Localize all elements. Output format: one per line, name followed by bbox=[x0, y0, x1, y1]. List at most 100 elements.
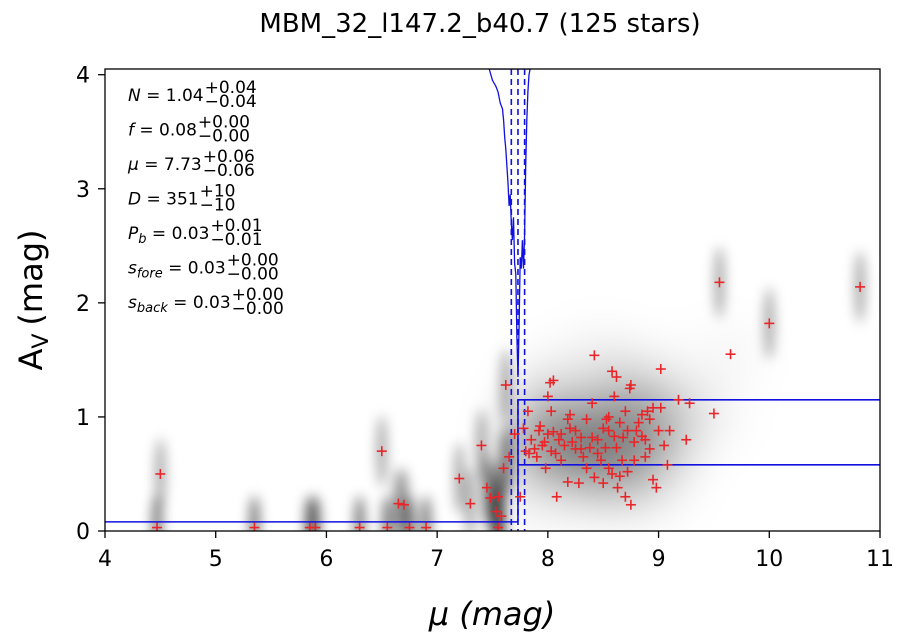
parameter-symbol: f bbox=[128, 121, 137, 141]
star-marker bbox=[539, 437, 550, 448]
star-marker bbox=[542, 391, 553, 402]
parameter-lower: −0.00 bbox=[232, 299, 284, 319]
star-marker bbox=[546, 406, 557, 417]
star-marker bbox=[684, 398, 695, 409]
star-marker bbox=[559, 440, 570, 451]
x-tick-label: 8 bbox=[541, 547, 555, 572]
star-marker bbox=[509, 429, 520, 440]
parameter-lower: −0.01 bbox=[210, 230, 262, 250]
star-marker bbox=[587, 398, 598, 409]
star-marker bbox=[596, 455, 606, 466]
star-marker bbox=[526, 434, 537, 445]
star-marker bbox=[581, 414, 592, 425]
star-marker bbox=[535, 421, 546, 432]
parameter-row: D = 351 bbox=[128, 190, 199, 210]
star-marker bbox=[653, 425, 664, 436]
star-marker bbox=[546, 446, 557, 457]
parameter-upper: +0.01 bbox=[210, 216, 262, 236]
parameter-value: = 7.73 bbox=[139, 155, 202, 175]
y-axis-label: AV (mag) bbox=[12, 229, 54, 370]
star-marker bbox=[548, 426, 559, 437]
parameter-value: = 351 bbox=[141, 190, 199, 210]
star-marker bbox=[603, 425, 614, 436]
star-marker bbox=[465, 498, 476, 509]
star-marker bbox=[600, 442, 611, 453]
x-tick-label: 11 bbox=[866, 547, 894, 572]
parameter-subscript: b bbox=[138, 232, 146, 247]
star-marker bbox=[481, 482, 492, 493]
parameter-value: = 0.03 bbox=[147, 224, 210, 244]
y-tick-label: 1 bbox=[76, 406, 90, 431]
y-tick-label: 3 bbox=[76, 178, 90, 203]
star-marker bbox=[648, 474, 659, 485]
parameter-lower: −0.06 bbox=[203, 161, 255, 181]
x-tick-label: 6 bbox=[319, 547, 333, 572]
parameter-lower: −0.00 bbox=[198, 127, 250, 147]
star-marker bbox=[493, 491, 504, 502]
star-marker bbox=[598, 423, 609, 434]
star-marker bbox=[504, 451, 515, 462]
star-marker bbox=[592, 448, 603, 459]
y-axis-label-symbol: A bbox=[12, 349, 50, 371]
x-tick-label: 7 bbox=[430, 547, 444, 572]
star-marker bbox=[567, 437, 578, 448]
star-marker bbox=[655, 402, 666, 413]
star-marker bbox=[664, 425, 675, 436]
star-marker bbox=[398, 499, 409, 510]
parameter-subscript: back bbox=[137, 301, 168, 316]
parameter-symbol: P bbox=[128, 224, 139, 244]
parameter-row: Pb = 0.03 bbox=[128, 224, 209, 247]
star-marker bbox=[640, 451, 651, 462]
star-marker bbox=[562, 476, 573, 487]
star-marker bbox=[598, 478, 609, 489]
parameter-upper: +0.00 bbox=[198, 113, 250, 133]
y-axis-ticks: 0 1 2 3 4 bbox=[76, 64, 105, 545]
x-axis-label: μ (mag) bbox=[428, 595, 556, 633]
star-marker bbox=[581, 463, 592, 474]
star-marker bbox=[631, 425, 642, 436]
star-marker bbox=[476, 440, 487, 451]
parameter-symbol: s bbox=[128, 293, 137, 313]
star-marker bbox=[562, 414, 573, 425]
star-marker bbox=[565, 409, 575, 420]
star-marker bbox=[553, 434, 564, 445]
parameter-row: sback = 0.03 bbox=[128, 293, 231, 316]
star-marker bbox=[570, 425, 581, 436]
parameter-value: = 0.08 bbox=[134, 121, 197, 141]
star-marker bbox=[522, 406, 533, 417]
chart-title: MBM_32_l147.2_b40.7 (125 stars) bbox=[259, 9, 700, 39]
star-marker bbox=[708, 408, 719, 419]
star-marker bbox=[662, 459, 673, 470]
star-marker bbox=[496, 511, 507, 522]
parameter-symbol: N bbox=[128, 86, 141, 106]
star-marker bbox=[644, 414, 655, 425]
y-tick-label: 4 bbox=[76, 64, 90, 89]
parameter-symbol: s bbox=[128, 259, 137, 279]
parameter-row: sfore = 0.03 bbox=[128, 259, 226, 282]
parameter-lower: −0.04 bbox=[205, 92, 257, 112]
y-tick-label: 2 bbox=[76, 292, 90, 317]
star-marker bbox=[607, 468, 618, 479]
star-marker bbox=[764, 318, 775, 329]
star-marker bbox=[576, 432, 587, 443]
star-marker bbox=[601, 414, 612, 425]
parameter-lower: −0.00 bbox=[227, 265, 279, 285]
star-marker bbox=[490, 506, 501, 517]
star-marker bbox=[155, 468, 166, 479]
x-axis-ticks: 4 5 6 7 8 9 10 11 bbox=[98, 531, 894, 572]
star-marker bbox=[673, 394, 684, 405]
star-marker bbox=[524, 448, 535, 459]
parameter-lower: −10 bbox=[200, 196, 236, 216]
parameter-upper: +10 bbox=[200, 182, 236, 202]
star-marker bbox=[614, 471, 625, 482]
parameter-row: f = 0.08 bbox=[128, 121, 197, 141]
star-marker bbox=[725, 349, 736, 360]
y-axis-label-subscript: V bbox=[29, 334, 54, 349]
star-marker bbox=[498, 463, 509, 474]
star-marker bbox=[636, 409, 647, 420]
star-marker bbox=[515, 491, 526, 502]
star-marker bbox=[618, 432, 629, 443]
pdf-line bbox=[488, 69, 531, 378]
star-marker bbox=[573, 478, 584, 489]
